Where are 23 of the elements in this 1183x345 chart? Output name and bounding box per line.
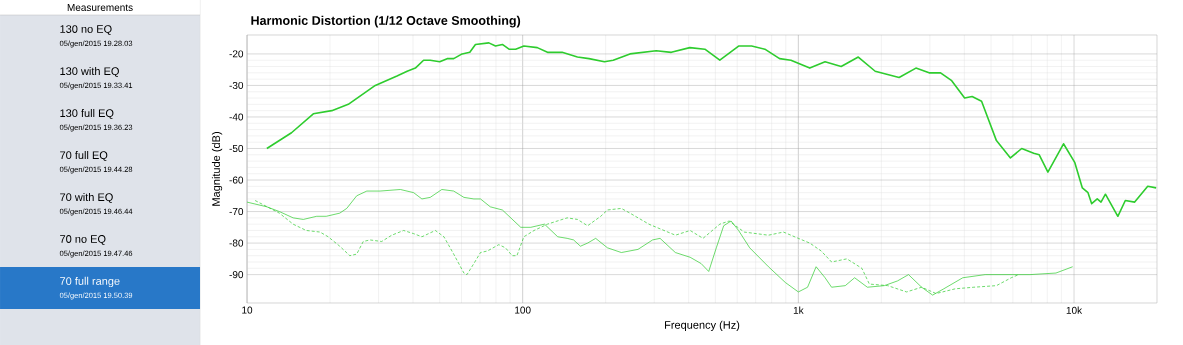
text: 70 with EQ xyxy=(60,192,113,203)
text: 70 no EQ xyxy=(60,235,106,245)
y-tick-label: -40 xyxy=(229,113,244,121)
y-tick-label: -60 xyxy=(229,176,244,184)
x-axis-title: Frequency (Hz) xyxy=(665,320,740,331)
y-axis-title: Magnitude (dB) xyxy=(211,132,223,206)
y-tick-label: -30 xyxy=(229,81,244,89)
text: Measurements xyxy=(67,4,133,11)
x-tick-label: 1k xyxy=(793,306,804,314)
text: 70 full range xyxy=(60,276,120,288)
text: 70 full EQ xyxy=(60,150,108,162)
x-tick-label: 100 xyxy=(515,306,531,314)
text: 130 full EQ xyxy=(60,108,114,120)
y-tick-label: -70 xyxy=(229,208,244,216)
y-tick-label: -80 xyxy=(229,239,244,247)
text: 130 no EQ xyxy=(60,25,112,35)
y-tick-label: -20 xyxy=(229,50,244,58)
x-tick-label: 10k xyxy=(1066,306,1083,314)
text: 130 with EQ xyxy=(60,66,119,78)
chart-title: Harmonic Distortion (1/12 Octave Smoothing) xyxy=(251,15,521,28)
y-tick-label: -50 xyxy=(229,144,244,153)
x-tick-label: 10 xyxy=(242,306,253,314)
y-tick-label: -90 xyxy=(229,271,244,279)
